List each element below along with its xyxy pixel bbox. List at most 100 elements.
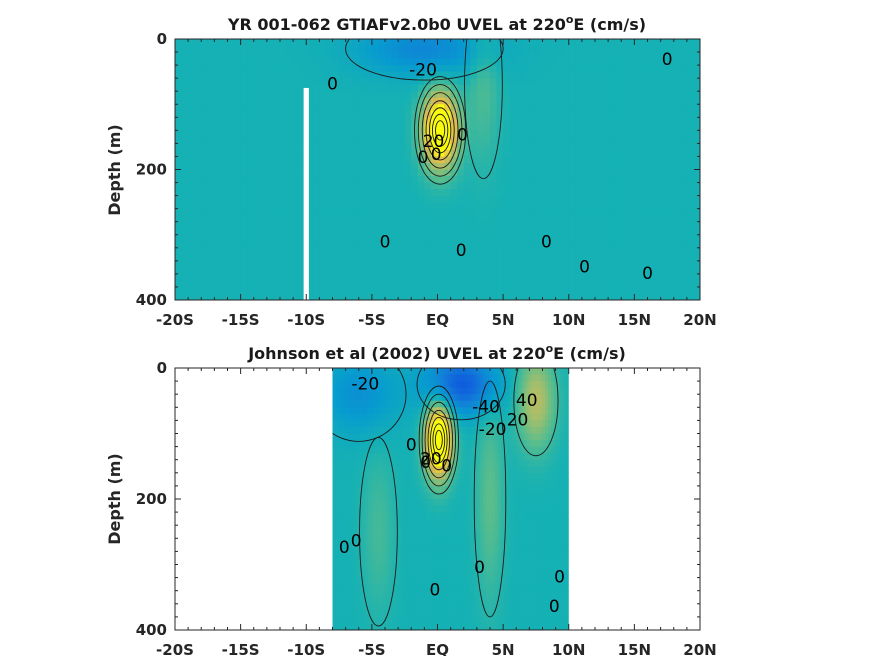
heatmap-cell	[686, 202, 695, 210]
heatmap-cell	[403, 472, 407, 480]
heatmap-cell	[640, 58, 649, 66]
heatmap-cell	[595, 71, 603, 79]
heatmap-cell	[325, 149, 334, 158]
heatmap-cell	[568, 208, 576, 216]
heatmap-cell	[634, 65, 642, 73]
heatmap-cell	[470, 71, 478, 79]
heatmap-cell	[332, 505, 337, 513]
heatmap-cell	[371, 97, 380, 105]
heatmap-cell	[614, 91, 622, 99]
x-tick-label: 20N	[683, 311, 716, 329]
heatmap-cell	[522, 104, 530, 112]
heatmap-cell	[654, 260, 662, 268]
heatmap-cell	[339, 215, 347, 223]
heatmap-cell	[299, 117, 307, 125]
heatmap-cell	[542, 136, 550, 145]
heatmap-cell	[188, 45, 196, 53]
heatmap-cell	[406, 616, 410, 625]
heatmap-cell	[376, 623, 381, 630]
heatmap-cell	[382, 413, 387, 421]
heatmap-cell	[362, 597, 366, 605]
heatmap-cell	[378, 241, 386, 249]
heatmap-cell	[240, 78, 248, 86]
heatmap-cell	[280, 267, 288, 275]
heatmap-cell	[260, 189, 268, 197]
heatmap-cell	[601, 130, 609, 138]
heatmap-cell	[234, 123, 242, 131]
heatmap-cell	[432, 499, 437, 507]
heatmap-cell	[376, 616, 381, 625]
heatmap-cell	[175, 39, 183, 47]
heatmap-cell	[654, 293, 662, 300]
heatmap-cell	[293, 267, 301, 275]
data-gap	[303, 87, 309, 300]
heatmap-cell	[417, 267, 425, 275]
heatmap-cell	[350, 616, 354, 625]
heatmap-cell	[412, 499, 416, 507]
heatmap-cell	[353, 603, 357, 611]
heatmap-cell	[435, 584, 440, 592]
heatmap-cell	[437, 149, 445, 158]
heatmap-cell	[673, 52, 681, 60]
heatmap-cell	[430, 260, 439, 268]
heatmap-cell	[601, 52, 609, 60]
heatmap-cell	[457, 169, 465, 177]
heatmap-cell	[388, 603, 393, 611]
heatmap-cell	[535, 215, 544, 223]
heatmap-cell	[339, 169, 347, 177]
heatmap-cell	[293, 202, 301, 210]
heatmap-cell	[581, 149, 590, 158]
heatmap-cell	[339, 208, 347, 216]
heatmap-cell	[362, 453, 366, 461]
heatmap-cell	[388, 518, 393, 526]
heatmap-cell	[406, 433, 410, 441]
heatmap-cell	[418, 374, 422, 382]
heatmap-cell	[608, 273, 616, 282]
heatmap-cell	[424, 485, 428, 494]
heatmap-cell	[240, 176, 248, 184]
heatmap-cell	[417, 286, 425, 295]
heatmap-cell	[568, 162, 576, 171]
heatmap-cell	[427, 525, 431, 533]
heatmap-cell	[378, 65, 386, 73]
heatmap-cell	[345, 182, 353, 190]
heatmap-cell	[175, 162, 183, 171]
heatmap-cell	[568, 189, 576, 197]
heatmap-cell	[391, 518, 396, 526]
heatmap-cell	[483, 280, 491, 288]
heatmap-cell	[470, 39, 478, 47]
heatmap-cell	[555, 52, 563, 60]
heatmap-cell	[634, 97, 642, 105]
heatmap-cell	[319, 241, 327, 249]
heatmap-cell	[266, 176, 275, 184]
heatmap-cell	[370, 492, 375, 500]
heatmap-cell	[437, 293, 445, 300]
heatmap-cell	[424, 459, 428, 467]
heatmap-cell	[370, 381, 375, 389]
heatmap-cell	[447, 368, 452, 376]
heatmap-cell	[421, 571, 425, 579]
heatmap-cell	[417, 123, 425, 131]
heatmap-cell	[535, 267, 544, 275]
heatmap-cell	[406, 505, 410, 513]
heatmap-cell	[207, 156, 215, 164]
heatmap-cell	[373, 466, 378, 474]
heatmap-cell	[280, 215, 288, 223]
heatmap-cell	[411, 195, 419, 203]
heatmap-cell	[352, 260, 360, 268]
heatmap-cell	[627, 39, 635, 47]
heatmap-cell	[444, 492, 449, 500]
heatmap-cell	[382, 466, 387, 474]
heatmap-cell	[595, 143, 603, 151]
heatmap-cell	[367, 479, 372, 487]
heatmap-cell	[266, 182, 275, 190]
heatmap-cell	[385, 162, 393, 171]
heatmap-cell	[457, 202, 465, 210]
heatmap-cell	[403, 616, 407, 625]
heatmap-cell	[424, 208, 432, 216]
heatmap-cell	[175, 260, 183, 268]
heatmap-cell	[332, 492, 337, 500]
heatmap-cell	[680, 273, 688, 282]
heatmap-cell	[286, 58, 294, 66]
heatmap-cell	[220, 130, 229, 138]
